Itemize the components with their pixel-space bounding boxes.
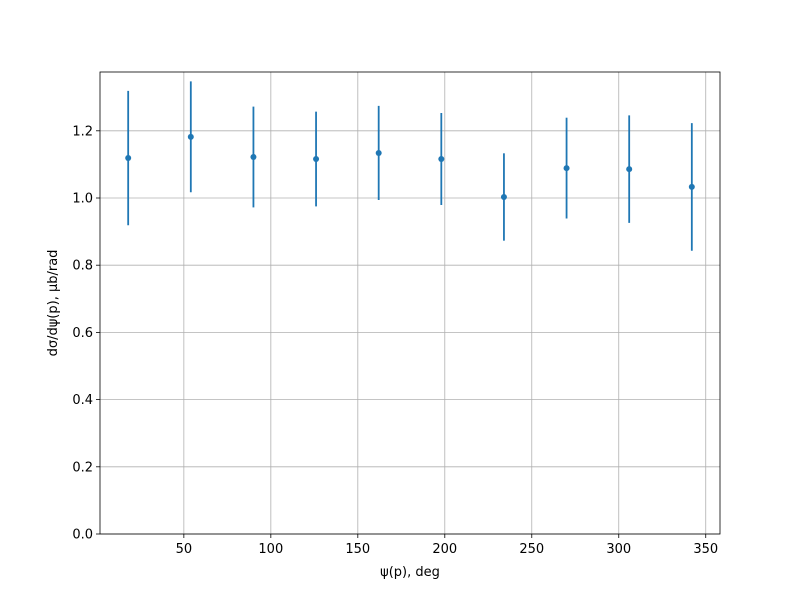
y-tick-label: 0.4 bbox=[72, 393, 93, 408]
data-point bbox=[125, 155, 132, 162]
data-point bbox=[438, 156, 445, 163]
y-tick-label: 0.8 bbox=[72, 259, 93, 274]
y-tick-label: 0.2 bbox=[72, 460, 93, 475]
x-tick-label: 350 bbox=[693, 542, 718, 557]
data-point bbox=[313, 156, 320, 163]
x-tick-label: 100 bbox=[258, 542, 283, 557]
x-tick-label: 50 bbox=[176, 542, 193, 557]
x-axis-label: ψ(p), deg bbox=[380, 565, 440, 580]
y-axis-label: dσ/dψ(p), μb/rad bbox=[46, 250, 61, 357]
y-tick-label: 1.2 bbox=[72, 124, 93, 139]
data-point bbox=[500, 193, 507, 200]
y-tick-label: 0.0 bbox=[72, 528, 93, 543]
x-tick-label: 200 bbox=[432, 542, 457, 557]
y-tick-label: 1.0 bbox=[72, 192, 93, 207]
data-point bbox=[688, 183, 695, 190]
data-point bbox=[563, 165, 570, 172]
data-point bbox=[626, 166, 633, 173]
data-point bbox=[187, 133, 194, 140]
x-tick-label: 250 bbox=[519, 542, 544, 557]
data-point bbox=[375, 149, 382, 156]
x-tick-label: 150 bbox=[345, 542, 370, 557]
y-tick-label: 0.6 bbox=[72, 326, 93, 341]
plot-frame bbox=[99, 71, 721, 535]
data-point bbox=[250, 154, 257, 161]
x-tick-label: 300 bbox=[606, 542, 631, 557]
